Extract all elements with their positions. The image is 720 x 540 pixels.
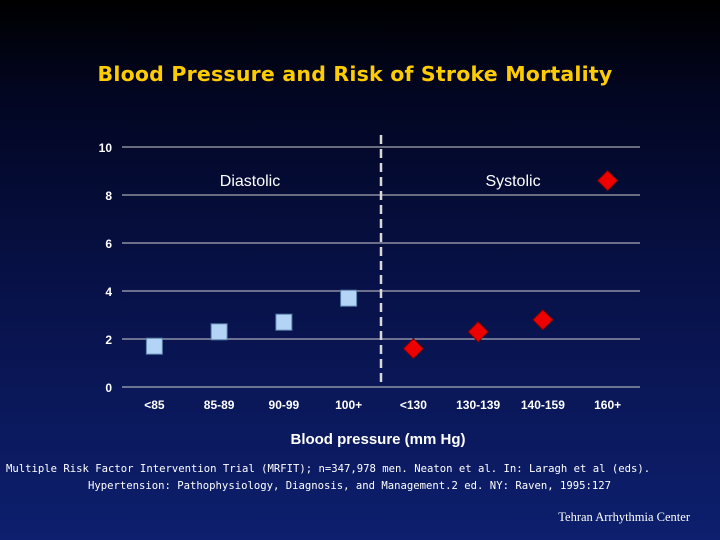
- x-tick-label: 100+: [335, 398, 362, 412]
- y-tick-labels: 0 2 4 6 8 10: [99, 141, 113, 395]
- x-tick-label: <85: [144, 398, 165, 412]
- data-point-diastolic: [145, 337, 163, 355]
- y-tick-label: 4: [105, 285, 112, 299]
- slide-title: Blood Pressure and Risk of Stroke Mortal…: [97, 62, 613, 86]
- x-tick-label: 160+: [594, 398, 621, 412]
- y-tick-label: 2: [105, 333, 112, 347]
- data-point-systolic: [467, 321, 489, 343]
- data-markers: [145, 169, 619, 360]
- x-tick-label: 85-89: [204, 398, 235, 412]
- x-axis-label: Blood pressure (mm Hg): [290, 431, 465, 448]
- data-point-systolic: [596, 169, 619, 192]
- x-tick-label: 90-99: [269, 398, 300, 412]
- x-tick-label: <130: [400, 398, 427, 412]
- data-point-diastolic: [275, 313, 293, 331]
- x-tick-label: 130-139: [456, 398, 500, 412]
- y-tick-label: 6: [105, 237, 112, 251]
- data-point-systolic: [532, 309, 554, 331]
- x-tick-labels: <85 85-89 90-99 100+ <130 130-139 140-159 160+: [144, 398, 621, 412]
- citation-line-1: Multiple Risk Factor Intervention Trial …: [6, 463, 651, 475]
- data-point-diastolic: [340, 289, 358, 307]
- data-point-diastolic: [210, 323, 228, 341]
- citation: Multiple Risk Factor Intervention Trial …: [6, 461, 706, 495]
- series-label-systolic: Systolic: [485, 173, 540, 190]
- credit-text: Tehran Arrhythmia Center: [558, 510, 690, 524]
- citation-line-2: Hypertension: Pathophysiology, Diagnosis…: [88, 480, 611, 492]
- data-point-systolic: [402, 337, 425, 360]
- x-tick-label: 140-159: [521, 398, 565, 412]
- y-tick-label: 8: [105, 189, 112, 203]
- y-tick-label: 0: [105, 381, 112, 395]
- series-label-diastolic: Diastolic: [220, 173, 280, 190]
- y-tick-label: 10: [99, 141, 113, 155]
